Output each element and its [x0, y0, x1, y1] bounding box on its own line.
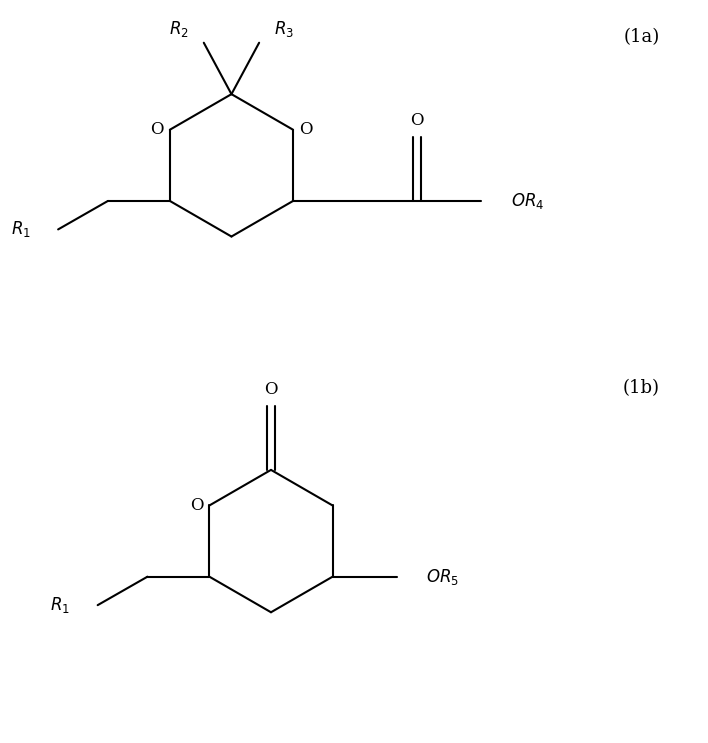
- Text: O: O: [299, 121, 313, 138]
- Text: $R_1$: $R_1$: [11, 219, 30, 239]
- Text: O: O: [410, 111, 423, 129]
- Text: $R_3$: $R_3$: [274, 19, 294, 39]
- Text: $R_1$: $R_1$: [50, 595, 70, 615]
- Text: O: O: [264, 380, 278, 398]
- Text: (1a): (1a): [624, 27, 660, 46]
- Text: O: O: [190, 497, 203, 514]
- Text: $OR_4$: $OR_4$: [510, 191, 544, 211]
- Text: (1b): (1b): [623, 379, 660, 397]
- Text: O: O: [150, 121, 164, 138]
- Text: $OR_5$: $OR_5$: [426, 567, 459, 587]
- Text: $R_2$: $R_2$: [169, 19, 189, 39]
